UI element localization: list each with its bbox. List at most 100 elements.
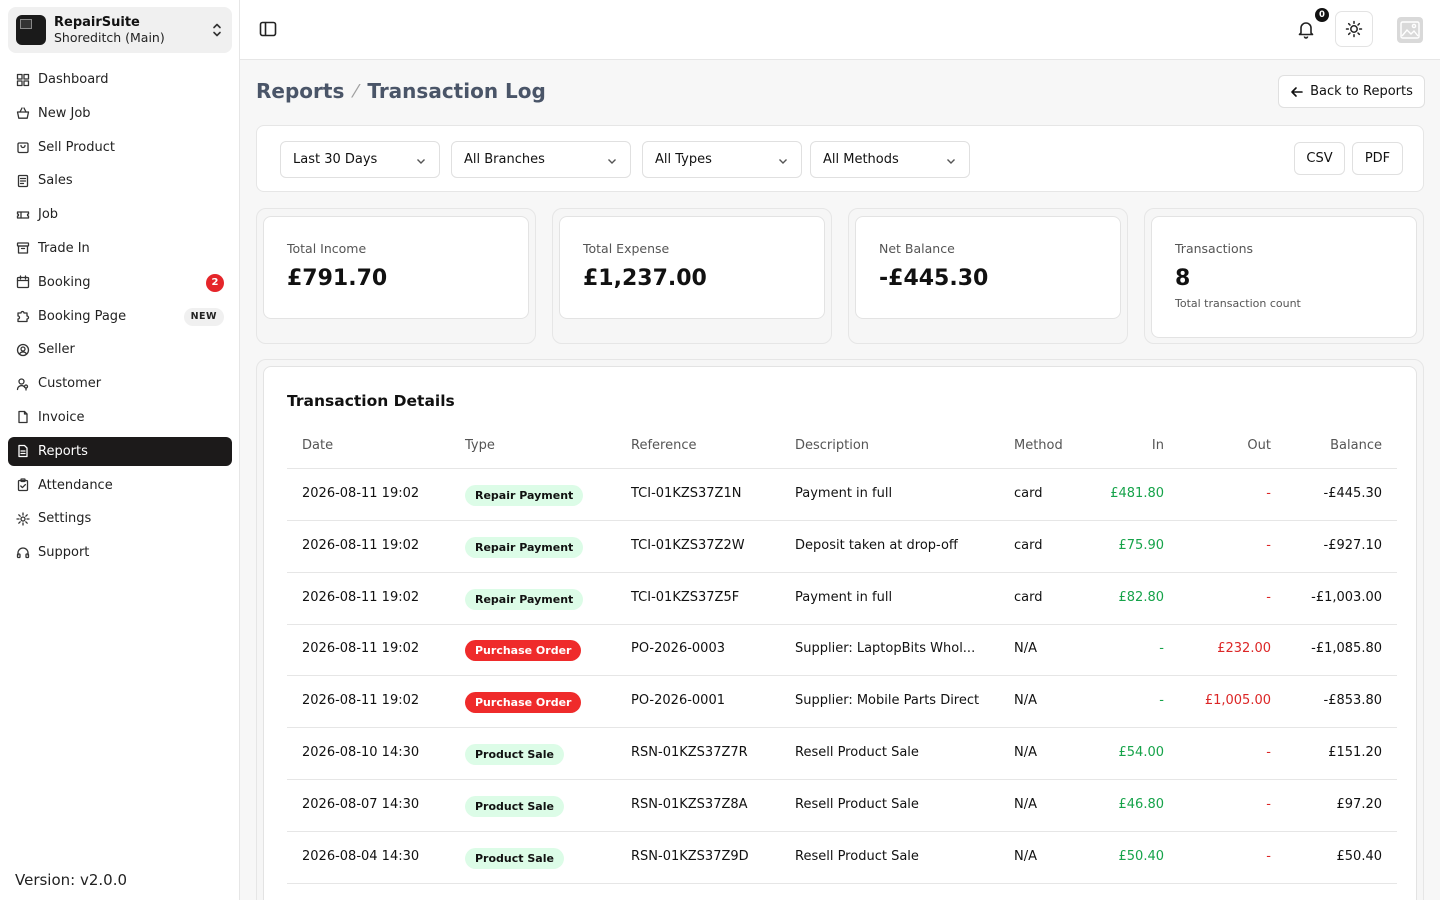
cell-description: Supplier: LaptopBits Whol... [795, 641, 976, 657]
sidebar-item-booking[interactable]: Booking 2 [8, 268, 232, 297]
cell-reference: RSN-01KZS37Z8A [631, 796, 748, 812]
type-select[interactable]: All Types [642, 141, 802, 178]
sidebar-item-label: Invoice [38, 409, 85, 425]
file-lines-icon [18, 445, 28, 458]
cell-in: £50.40 [1118, 848, 1165, 864]
branch-select[interactable]: All Branches [451, 141, 631, 178]
column-header-out[interactable]: Out [1247, 438, 1271, 453]
ticket-icon [16, 211, 30, 219]
topbar: 0 [240, 0, 1440, 60]
cell-balance: £151.20 [1328, 745, 1382, 760]
image-placeholder-icon [1400, 21, 1420, 39]
table-row[interactable]: 2026-08-11 19:02 Repair Payment TCI-01KZS3… [287, 573, 1397, 625]
dashboard-icon [16, 73, 30, 86]
sidebar-item-sales[interactable]: Sales [8, 166, 232, 195]
cell-description: Deposit taken at drop-off [795, 537, 958, 553]
sidebar-item-label: Sell Product [38, 139, 115, 155]
table-row[interactable]: 2026-08-04 14:30 Product Sale RSN-01KZS37Z… [287, 832, 1397, 884]
column-header-method[interactable]: Method [1014, 438, 1063, 453]
basket-icon [16, 107, 30, 120]
cell-date: 2026-08-07 14:30 [302, 796, 420, 812]
bell-icon[interactable] [1296, 19, 1316, 39]
type-badge: Purchase Order [465, 640, 582, 662]
cell-in: £54.00 [1118, 745, 1165, 760]
stat-subtext: Total transaction count [1175, 297, 1301, 310]
sidebar-toggle-icon[interactable] [258, 19, 278, 39]
bag-icon [17, 142, 29, 154]
column-header-date[interactable]: Date [302, 438, 334, 453]
cell-reference: TCI-01KZS37Z5F [631, 589, 740, 605]
archive-icon [16, 242, 30, 255]
stat-transactions: Transactions 8 Total transaction count [1144, 208, 1424, 344]
breadcrumb-parent[interactable]: Reports [256, 79, 345, 103]
table-header: Date Type Reference Description Method I… [287, 430, 1397, 469]
breadcrumb-separator: ⁄ [354, 80, 358, 102]
calendar-icon [16, 275, 30, 289]
table-row[interactable]: 2026-08-11 19:02 Purchase Order PO-2026-00… [287, 624, 1397, 677]
sidebar-item-support[interactable]: Support [8, 538, 232, 567]
cell-balance: -£445.30 [1323, 486, 1382, 501]
cell-out: - [1266, 796, 1271, 812]
cell-balance: £97.20 [1336, 796, 1383, 812]
table-row[interactable]: 2026-08-11 19:02 Repair Payment TCI-01KZS3… [287, 521, 1397, 573]
theme-toggle-button[interactable] [1335, 11, 1373, 47]
type-badge: Product Sale [465, 847, 564, 869]
transaction-details-panel: Transaction Details Date Type Reference … [256, 359, 1424, 900]
table-row[interactable]: 2026-08-10 14:30 Product Sale RSN-01KZS37Z… [287, 728, 1397, 780]
stat-label: Total Expense [583, 241, 670, 256]
sidebar-item-trade-in[interactable]: Trade In [8, 234, 232, 263]
cell-reference: TCI-01KZS37Z1N [631, 486, 742, 501]
back-to-reports-button[interactable]: Back to Reports [1278, 75, 1425, 108]
sidebar-item-reports[interactable]: Reports [8, 436, 232, 466]
table-row[interactable]: 2026-08-11 19:02 Repair Payment TCI-01KZS3… [287, 469, 1397, 521]
sidebar-item-customer[interactable]: Customer [8, 369, 232, 398]
cell-out: - [1266, 537, 1271, 553]
sidebar: RepairSuite Shoreditch (Main) Dashboard N… [0, 0, 240, 900]
org-switcher[interactable]: RepairSuite Shoreditch (Main) [8, 7, 232, 53]
column-header-in[interactable]: In [1151, 438, 1164, 453]
user-key-icon [16, 378, 29, 391]
cell-date: 2026-08-04 14:30 [302, 848, 420, 864]
type-badge: Repair Payment [465, 536, 584, 558]
sidebar-item-sell-product[interactable]: Sell Product [8, 133, 232, 162]
avatar[interactable] [1397, 17, 1423, 43]
stat-label: Transactions [1175, 241, 1254, 256]
cell-balance: -£1,085.80 [1311, 641, 1382, 657]
column-header-balance[interactable]: Balance [1330, 438, 1382, 453]
cell-balance: -£1,003.00 [1311, 589, 1382, 605]
column-header-reference[interactable]: Reference [631, 438, 697, 453]
cell-date: 2026-08-11 19:02 [302, 589, 420, 605]
table-row[interactable]: 2026-08-11 19:02 Purchase Order PO-2026-00… [287, 676, 1397, 729]
sidebar-item-booking-page[interactable]: Booking Page NEW [8, 302, 232, 331]
column-header-description[interactable]: Description [795, 438, 870, 453]
type-badge: Product Sale [465, 795, 564, 817]
method-select[interactable]: All Methods [810, 141, 970, 178]
sidebar-item-settings[interactable]: Settings [8, 504, 232, 533]
column-header-type[interactable]: Type [465, 438, 495, 453]
headset-icon [16, 547, 30, 558]
sidebar-item-label: Booking Page [38, 308, 127, 324]
period-select[interactable]: Last 30 Days [280, 141, 440, 178]
export-csv-button[interactable]: CSV [1294, 142, 1345, 175]
cell-method: N/A [1014, 796, 1037, 812]
sidebar-item-job[interactable]: Job [8, 200, 232, 229]
stat-total-expense: Total Expense £1,237.00 [552, 208, 832, 344]
sidebar-item-label: New Job [38, 105, 91, 121]
type-badge: Repair Payment [465, 588, 584, 610]
sidebar-item-invoice[interactable]: Invoice [8, 403, 232, 432]
stat-net-balance: Net Balance -£445.30 [848, 208, 1128, 344]
table-row[interactable]: 2026-08-07 14:30 Product Sale RSN-01KZS37Z… [287, 780, 1397, 832]
sidebar-item-seller[interactable]: Seller [8, 335, 232, 364]
cell-balance: £50.40 [1336, 848, 1383, 864]
sidebar-item-dashboard[interactable]: Dashboard [8, 65, 232, 94]
org-branch: Shoreditch (Main) [54, 30, 165, 45]
file-icon [18, 411, 28, 424]
chevron-down-icon [608, 159, 616, 164]
export-pdf-button[interactable]: PDF [1352, 142, 1403, 175]
cell-description: Resell Product Sale [795, 796, 919, 812]
sidebar-item-new-job[interactable]: New Job [8, 99, 232, 128]
type-badge: Purchase Order [465, 692, 582, 714]
sidebar-item-label: Booking [38, 274, 91, 290]
sidebar-item-attendance[interactable]: Attendance [8, 471, 232, 500]
cell-out: - [1266, 745, 1271, 760]
